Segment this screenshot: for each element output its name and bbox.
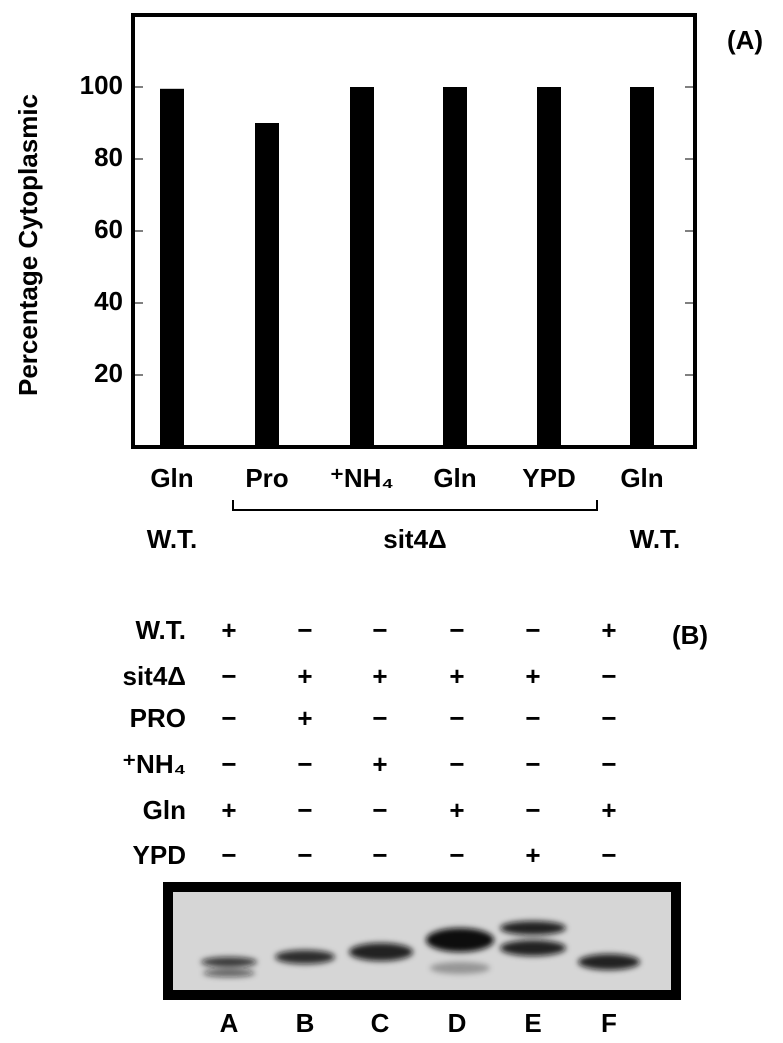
x-tick-label: YPD bbox=[522, 463, 575, 493]
sign: − bbox=[221, 703, 236, 733]
sign: + bbox=[372, 749, 387, 779]
row-label: PRO bbox=[130, 703, 186, 733]
group-label: sit4Δ bbox=[383, 524, 447, 554]
sign: − bbox=[449, 615, 464, 645]
sign: − bbox=[372, 840, 387, 870]
x-tick-label: Gln bbox=[620, 463, 663, 493]
sign: − bbox=[221, 661, 236, 691]
lane-label: B bbox=[296, 1008, 315, 1038]
sign: − bbox=[525, 615, 540, 645]
bar bbox=[443, 87, 467, 447]
lane-label: C bbox=[371, 1008, 390, 1038]
lane-label: F bbox=[601, 1008, 617, 1038]
group-label: W.T. bbox=[630, 524, 681, 554]
sign: + bbox=[601, 615, 616, 645]
bar bbox=[630, 87, 654, 447]
sign: + bbox=[449, 795, 464, 825]
sign: + bbox=[525, 840, 540, 870]
bar bbox=[350, 87, 374, 447]
bar bbox=[537, 87, 561, 447]
sign: − bbox=[525, 795, 540, 825]
sign: − bbox=[297, 615, 312, 645]
sign: − bbox=[221, 749, 236, 779]
plot-frame bbox=[133, 15, 695, 447]
lane-label: A bbox=[220, 1008, 239, 1038]
sign: + bbox=[297, 703, 312, 733]
panel-label: (B) bbox=[672, 620, 708, 650]
sign: − bbox=[601, 840, 616, 870]
row-label: W.T. bbox=[135, 615, 186, 645]
sign: − bbox=[221, 840, 236, 870]
y-tick-label: 100 bbox=[80, 70, 123, 100]
sign: − bbox=[601, 661, 616, 691]
x-tick-label: Gln bbox=[433, 463, 476, 493]
sign: − bbox=[297, 749, 312, 779]
group-label: W.T. bbox=[147, 524, 198, 554]
sign: − bbox=[601, 703, 616, 733]
sign: − bbox=[449, 840, 464, 870]
sign: + bbox=[297, 661, 312, 691]
figure: (A) Percentage Cytoplasmic (B) 20 40 60 80 1… bbox=[0, 0, 783, 1043]
y-tick-label: 80 bbox=[94, 142, 123, 172]
lane-label: E bbox=[524, 1008, 541, 1038]
panel-label: (A) bbox=[727, 25, 763, 55]
sign: − bbox=[297, 795, 312, 825]
sign: − bbox=[449, 749, 464, 779]
row-label: Gln bbox=[143, 795, 186, 825]
sign: − bbox=[525, 749, 540, 779]
y-axis-label: Percentage Cytoplasmic bbox=[13, 94, 43, 396]
x-tick-label: ⁺NH₄ bbox=[330, 463, 394, 493]
gel bbox=[168, 887, 676, 995]
sign: − bbox=[297, 840, 312, 870]
sign: − bbox=[372, 703, 387, 733]
y-tick-label: 20 bbox=[94, 358, 123, 388]
lane-label: D bbox=[448, 1008, 467, 1038]
sign: + bbox=[221, 615, 236, 645]
sign: + bbox=[601, 795, 616, 825]
y-tick-label: 40 bbox=[94, 286, 123, 316]
sign: − bbox=[525, 703, 540, 733]
x-tick-label: Pro bbox=[245, 463, 288, 493]
sign: − bbox=[372, 615, 387, 645]
bar bbox=[255, 123, 279, 447]
row-label: YPD bbox=[133, 840, 186, 870]
bar bbox=[160, 89, 184, 447]
sign: + bbox=[525, 661, 540, 691]
sign: − bbox=[601, 749, 616, 779]
row-label: ⁺NH₄ bbox=[122, 749, 186, 779]
row-label: sit4Δ bbox=[123, 661, 187, 691]
sign: − bbox=[449, 703, 464, 733]
sign: + bbox=[372, 661, 387, 691]
sign: + bbox=[221, 795, 236, 825]
x-tick-label: Gln bbox=[150, 463, 193, 493]
y-tick-label: 60 bbox=[94, 214, 123, 244]
sign: − bbox=[372, 795, 387, 825]
group-bracket bbox=[233, 500, 597, 510]
sign: + bbox=[449, 661, 464, 691]
